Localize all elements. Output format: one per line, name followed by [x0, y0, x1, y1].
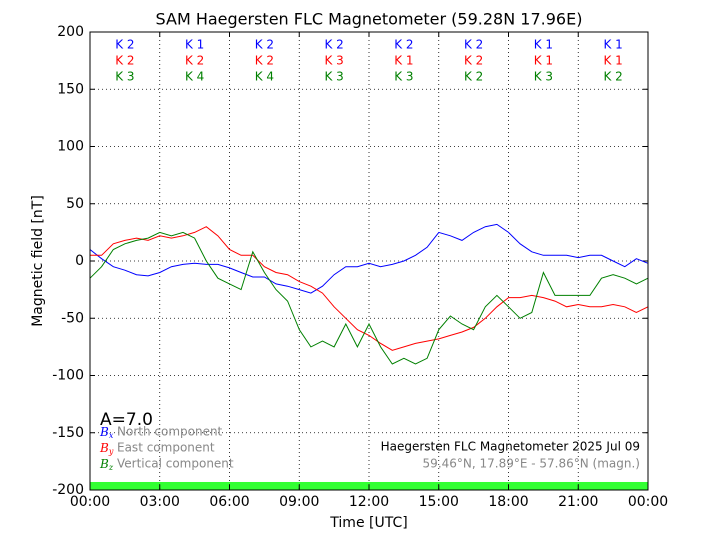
y-tick-label: 200 [57, 24, 84, 40]
k-index: K 3 [324, 70, 343, 84]
plot-frame [89, 31, 649, 491]
k-index: K 3 [115, 70, 134, 84]
y-tick-label: -150 [52, 425, 84, 441]
k-index: K 4 [185, 70, 204, 84]
coords-note: 59.46°N, 17.89°E - 57.86°N (magn.) [423, 457, 640, 471]
series-line [89, 231, 649, 365]
legend-label: North component [117, 425, 223, 439]
k-index: K 2 [185, 54, 204, 68]
legend-symbol-letter: B [99, 441, 109, 455]
legend-symbol-subscript: x [109, 431, 114, 440]
x-tick-label: 12:00 [349, 494, 389, 510]
k-index: K 1 [185, 38, 204, 52]
legend-symbol: Bx [99, 425, 114, 441]
x-tick-label: 06:00 [209, 494, 249, 510]
x-tick-label: 00:00 [628, 494, 668, 510]
y-tick-label: -50 [61, 310, 84, 326]
k-index: K 1 [394, 54, 413, 68]
k-index: K 2 [115, 54, 134, 68]
x-tick-label: 03:00 [140, 494, 180, 510]
k-index: K 3 [324, 54, 343, 68]
k-index: K 3 [394, 70, 413, 84]
y-tick-label: -200 [52, 482, 84, 498]
legend-symbol-letter: B [99, 425, 109, 439]
series-line [90, 226, 649, 351]
k-index: K 4 [255, 70, 274, 84]
k-index: K 2 [255, 38, 274, 52]
y-tick-label: 0 [75, 253, 84, 269]
k-index: K 1 [534, 38, 553, 52]
legend-label: Vertical component [117, 457, 234, 471]
legend-symbol-letter: B [99, 457, 109, 471]
k-index: K 2 [255, 54, 274, 68]
x-tick-label: 21:00 [558, 494, 598, 510]
k-index: K 1 [603, 54, 622, 68]
k-index: K 2 [324, 38, 343, 52]
station-note: Haegersten FLC Magnetometer 2025 Jul 09 [381, 440, 640, 454]
y-tick-label: 150 [57, 81, 84, 97]
chart-title: SAM Haegersten FLC Magnetometer (59.28N … [156, 10, 583, 29]
x-axis-label: Time [UTC] [329, 515, 407, 531]
x-tick-label: 15:00 [419, 494, 459, 510]
x-tick-label: 00:00 [70, 494, 110, 510]
k-index: K 2 [603, 70, 622, 84]
legend-symbol-subscript: z [108, 463, 114, 472]
x-tick-label: 09:00 [279, 494, 319, 510]
k-index: K 1 [534, 54, 553, 68]
series-line [89, 223, 649, 294]
legend-symbol-subscript: y [108, 447, 114, 456]
k-index: K 2 [464, 38, 483, 52]
legend-symbol: Bz [99, 457, 114, 473]
y-tick-label: -100 [52, 368, 84, 384]
k-index: K 3 [534, 70, 553, 84]
k-index: K 2 [464, 54, 483, 68]
k-index: K 2 [464, 70, 483, 84]
y-tick-label: 100 [57, 139, 84, 155]
x-tick-label: 18:00 [488, 494, 528, 510]
y-tick-label: 50 [66, 196, 84, 212]
k-index: K 2 [394, 38, 413, 52]
y-axis-label: Magnetic field [nT] [30, 195, 46, 327]
legend-symbol: By [99, 441, 114, 457]
k-index: K 1 [603, 38, 622, 52]
a-index: A=7.0 [100, 410, 153, 430]
legend-label: East component [117, 441, 215, 455]
k-index: K 2 [115, 38, 134, 52]
